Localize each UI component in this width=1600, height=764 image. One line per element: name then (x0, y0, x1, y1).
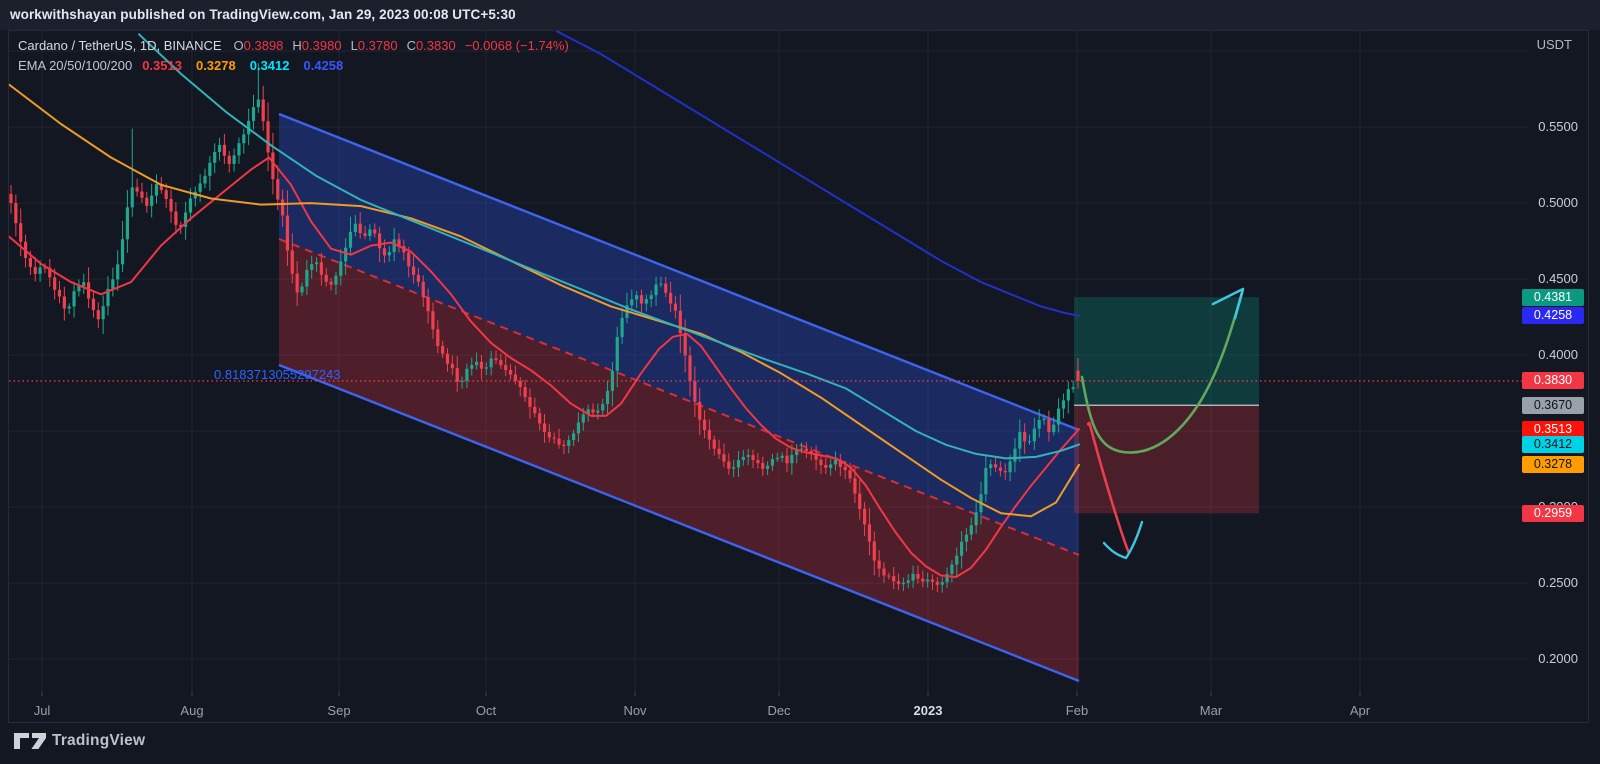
tradingview-logo-icon[interactable] (13, 732, 47, 756)
footer: TradingView (0, 724, 1600, 764)
ohlc-values: O0.3898 H0.3980 L0.3780 C0.3830 −0.0068 (−1.… (234, 38, 569, 53)
ohlc-value: 0.3780 (357, 38, 398, 53)
time-axis-label: Sep (327, 703, 351, 718)
symbol-row[interactable]: Cardano / TetherUS, 1D, BINANCE O0.3898 H0… (18, 36, 569, 56)
ema-value: 0.3513 (142, 58, 182, 73)
chart-pane: Cardano / TetherUS, 1D, BINANCE O0.3898 H0… (8, 30, 1589, 723)
ema-row[interactable]: EMA 20/50/100/200 0.3513 0.3278 0.3412 0.425… (18, 56, 569, 76)
time-axis-label: Oct (475, 703, 497, 718)
price-axis[interactable]: USDT 0.55000.50000.45000.40000.30000.250… (9, 31, 1588, 722)
ohlc-value: 0.3830 (415, 38, 456, 53)
price-axis-label: 0.2500 (1538, 575, 1578, 591)
ohlc-label: L (350, 38, 358, 53)
time-axis-label: Mar (1199, 703, 1223, 718)
ohlc-value: 0.3898 (243, 38, 284, 53)
price-badge: 0.3830 (1522, 372, 1584, 390)
publish-text: workwithshayan published on TradingView.… (10, 7, 516, 22)
time-axis-label: 2023 (913, 703, 943, 718)
price-badge: 0.3670 (1522, 396, 1584, 414)
fib-level-label: 0.8183713055297243 (214, 367, 341, 382)
price-axis-currency: USDT (1536, 37, 1572, 52)
price-badge: 0.3412 (1522, 435, 1584, 453)
price-axis-label: 0.4000 (1538, 347, 1578, 363)
price-axis-label: 0.5500 (1538, 119, 1578, 135)
price-axis-label: 0.5000 (1538, 195, 1578, 211)
brand-text[interactable]: TradingView (52, 732, 146, 749)
price-badge: 0.3513 (1522, 420, 1584, 438)
symbol-title[interactable]: Cardano / TetherUS, 1D, BINANCE (18, 38, 222, 53)
time-axis[interactable]: Jul Aug Sep Oct Nov Dec 2023 Feb Mar Apr (9, 698, 1588, 722)
time-axis-label: Apr (1349, 703, 1371, 718)
chart-canvas[interactable] (9, 31, 1588, 722)
time-axis-label: Dec (767, 703, 791, 718)
price-badge: 0.2959 (1522, 504, 1584, 522)
ema-value: 0.3412 (249, 58, 290, 73)
price-axis-label: 0.2000 (1538, 651, 1578, 667)
price-badge: 0.3278 (1522, 456, 1584, 474)
time-axis-label: Jul (33, 703, 51, 718)
ohlc-label: O (233, 38, 244, 53)
time-axis-label: Nov (623, 703, 647, 718)
publish-bar: workwithshayan published on TradingView.… (0, 0, 1600, 30)
ohlc-label: C (406, 38, 416, 53)
price-axis-label: 0.4500 (1538, 271, 1578, 287)
ema-value: 0.4258 (303, 58, 344, 73)
change-value: −0.0068 (−1.74%) (464, 38, 569, 53)
legend: Cardano / TetherUS, 1D, BINANCE O0.3898 H0… (18, 36, 569, 76)
time-axis-label: Aug (180, 703, 204, 718)
price-badge: 0.4381 (1522, 288, 1584, 306)
time-axis-label: Feb (1065, 703, 1089, 718)
ohlc-label: H (292, 38, 302, 53)
ohlc-value: 0.3980 (301, 38, 342, 53)
ema-values: 0.3513 0.3278 0.3412 0.4258 (142, 58, 357, 73)
price-badge: 0.4258 (1522, 307, 1584, 325)
ema-indicator-title[interactable]: EMA 20/50/100/200 (18, 58, 133, 73)
ema-value: 0.3278 (195, 58, 236, 73)
